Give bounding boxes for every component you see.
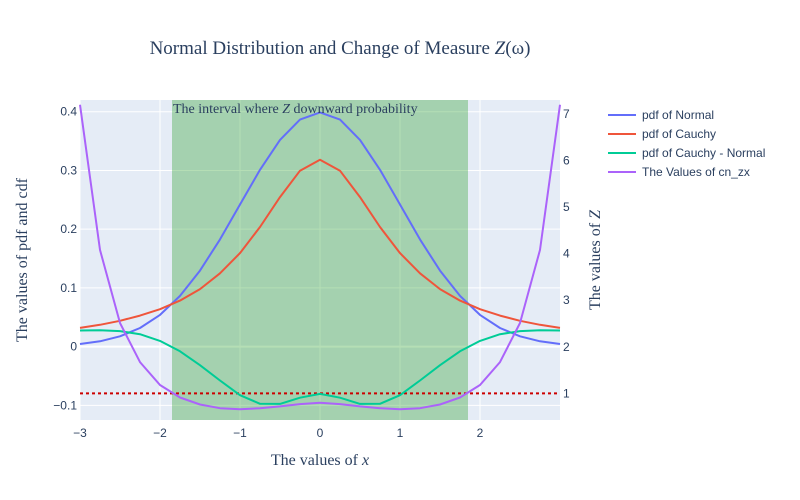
x-tick-label: 2	[477, 426, 484, 440]
y-right-axis-label: The values of Z	[587, 209, 604, 310]
grid	[79, 100, 560, 420]
y-left-axis-label: The values of pdf and cdf	[14, 177, 31, 342]
y-left-tick-label: 0.3	[60, 163, 77, 177]
x-tick-label: −1	[233, 426, 247, 440]
y-left-tick-label: −0.1	[53, 398, 77, 412]
legend-label: pdf of Cauchy - Normal	[642, 146, 765, 160]
x-tick-label: 0	[317, 426, 324, 440]
y-right-tick-label: 2	[563, 340, 570, 354]
x-tick-label: −2	[153, 426, 167, 440]
y-right-tick-label: 4	[563, 247, 570, 261]
x-axis-ticks: −3 −2 −1 0 1 2	[73, 426, 484, 440]
shaded-interval	[172, 100, 468, 420]
legend: pdf of Normal pdf of Cauchy pdf of Cauchy …	[608, 108, 765, 179]
y-left-tick-label: 0.1	[60, 281, 77, 295]
y-right-tick-label: 6	[563, 154, 570, 168]
y-left-tick-label: 0.4	[60, 105, 77, 119]
series-lines	[79, 104, 561, 411]
chart-title: Normal Distribution and Change of Measur…	[150, 38, 531, 59]
legend-label: pdf of Cauchy	[642, 127, 716, 141]
y-right-tick-label: 3	[563, 293, 570, 307]
x-tick-label: −3	[73, 426, 87, 440]
y-left-tick-label: 0.2	[60, 222, 77, 236]
x-axis-label: The values of x	[271, 452, 369, 469]
y-left-axis-ticks: −0.1 0 0.1 0.2 0.3 0.4	[53, 105, 77, 413]
annotation: The interval where Z downward probabilit…	[173, 102, 418, 117]
series-line-1	[79, 158, 561, 329]
legend-label: The Values of cn_zx	[642, 165, 750, 179]
series-line-3	[79, 104, 561, 411]
y-left-tick-label: 0	[70, 340, 77, 354]
legend-label: pdf of Normal	[642, 108, 714, 122]
y-right-tick-label: 7	[563, 107, 570, 121]
series-line-0	[79, 111, 561, 345]
y-right-tick-label: 5	[563, 200, 570, 214]
x-tick-label: 1	[397, 426, 404, 440]
y-right-tick-label: 1	[563, 386, 570, 400]
series-line-2	[79, 329, 561, 405]
y-right-axis-ticks: 1 2 3 4 5 6 7	[563, 107, 570, 400]
